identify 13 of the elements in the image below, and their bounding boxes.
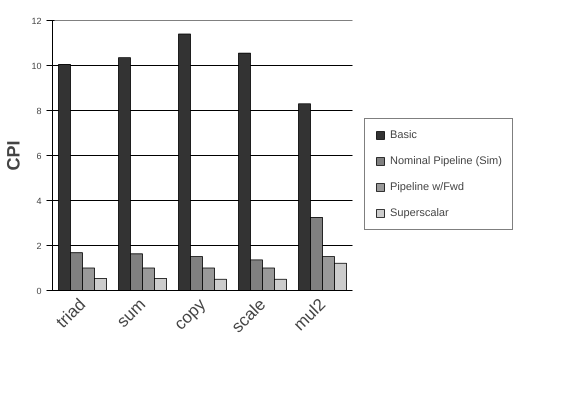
legend-label: Pipeline w/Fwd <box>390 181 464 193</box>
legend-label: Nominal Pipeline (Sim) <box>390 155 502 167</box>
y-tick-label: 4 <box>36 196 42 206</box>
y-tick-label: 2 <box>36 241 42 251</box>
legend-label: Superscalar <box>390 207 449 219</box>
y-tick-label: 6 <box>36 151 42 161</box>
y-tick-label: 8 <box>36 106 42 116</box>
y-tick-label: 12 <box>31 16 42 26</box>
y-axis-title: CPI <box>3 140 24 171</box>
x-tick-label: sum <box>113 294 150 331</box>
y-tick-label: 0 <box>36 286 42 296</box>
legend-label: Basic <box>390 129 417 141</box>
y-tick-label: 10 <box>31 61 42 71</box>
